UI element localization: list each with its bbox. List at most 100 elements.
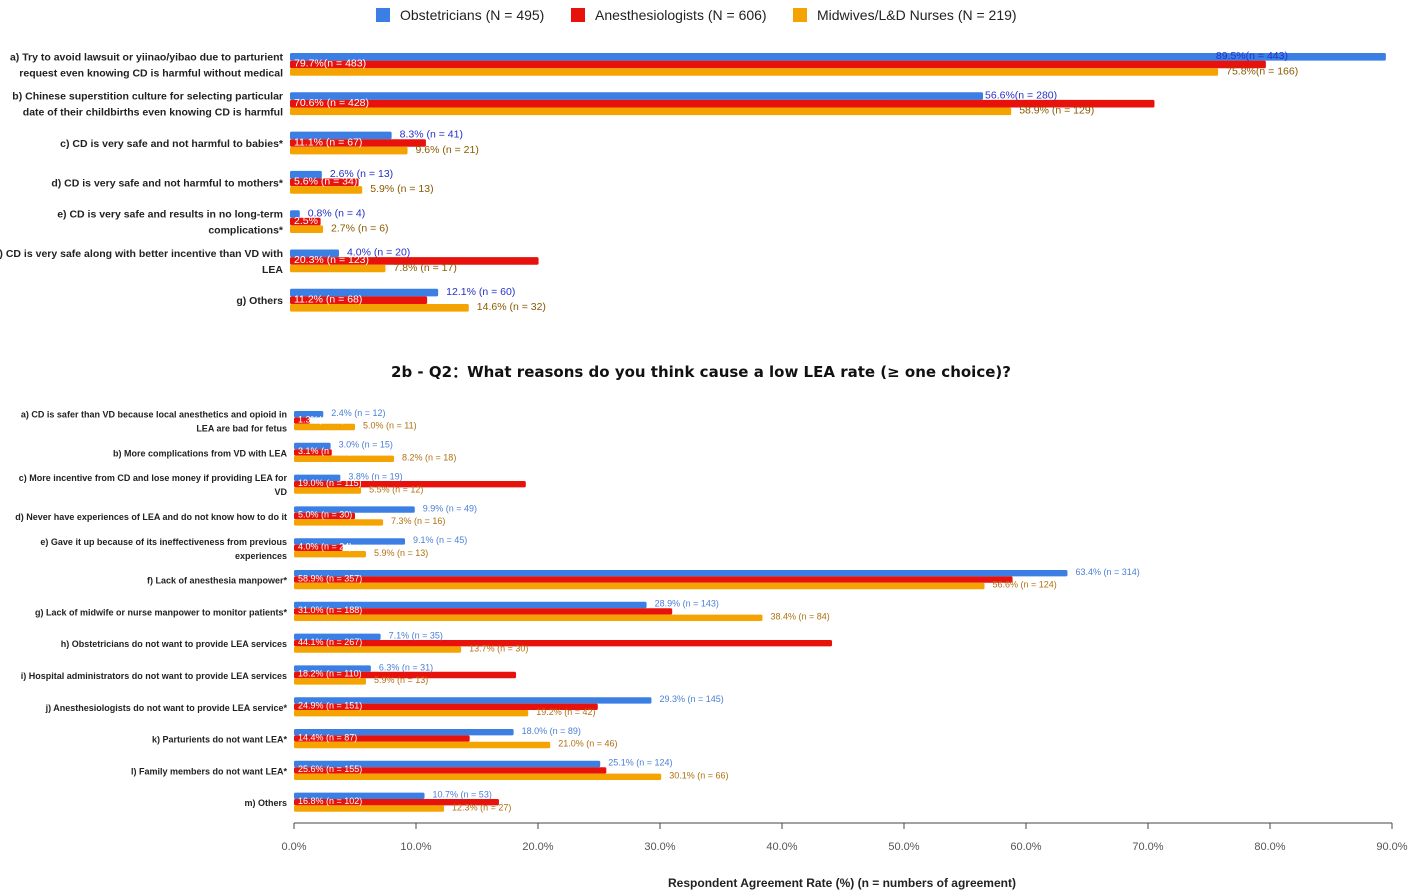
category-label: d) Never have experiences of LEA and do …: [15, 512, 287, 522]
category-label: c) More incentive from CD and lose money…: [19, 473, 288, 483]
chart-panel-2a: a) Try to avoid lawsuit or yiinao/yibao …: [0, 50, 1386, 313]
category-group: d) CD is very safe and not harmful to mo…: [51, 168, 433, 195]
bar-1: [294, 481, 526, 488]
x-tick-label: 10.0%: [400, 841, 431, 853]
x-tick-label: 80.0%: [1254, 841, 1285, 853]
x-axis: 0.0% 10.0% 20.0% 30.0% 40.0% 50.0% 60.0% 70.0% 8…: [281, 822, 1408, 853]
data-label-1: 18.2% (n = 110): [298, 669, 362, 679]
data-label-0: 25.1% (n = 124): [608, 758, 672, 768]
data-label-0: 9.1% (n = 45): [413, 535, 467, 545]
x-tick-label: 20.0%: [522, 841, 553, 853]
bar-0: [294, 570, 1068, 577]
data-label-2: 5.9% (n = 13): [374, 675, 428, 685]
category-label: f) Lack of anesthesia manpower*: [147, 576, 288, 586]
bar-1: [294, 703, 598, 710]
bar-0: [290, 288, 439, 297]
category-group: c) CD is very safe and not harmful to ba…: [60, 129, 479, 156]
data-label-1: 16.8% (n = 102): [298, 796, 362, 806]
data-label-0: 4.0% (n = 20): [347, 247, 410, 259]
bar-2: [294, 646, 462, 653]
bar-0: [294, 411, 324, 418]
bar-0: [294, 665, 371, 672]
data-label-2: 38.4% (n = 84): [770, 612, 829, 622]
bar-1: [290, 99, 1155, 108]
category-label: g) Others: [236, 295, 283, 307]
data-label-1: 5.6% (n = 34): [294, 176, 357, 188]
bar-1: [294, 640, 833, 647]
bar-0: [294, 633, 381, 640]
category-group: l) Family members do not want LEA* 25.1% …: [131, 758, 729, 781]
data-label-1: 5.0% (n = 30): [298, 510, 352, 520]
category-label: b) Chinese superstition culture for sele…: [12, 91, 283, 103]
bar-2: [290, 264, 386, 273]
category-label: VD: [274, 487, 287, 497]
bar-0: [294, 442, 331, 450]
bar-1: [294, 417, 310, 424]
category-group: b) More complications from VD with LEA 3.…: [113, 440, 456, 463]
legend-label-2: Midwives/L&D Nurses (N = 219): [817, 7, 1017, 23]
category-group: m) Others 10.7% (n = 53) 16.8% (n = 102) 12…: [244, 790, 511, 813]
category-label: h) Obstetricians do not want to provide …: [61, 639, 287, 649]
data-label-0: 89.5%(n = 443): [1216, 50, 1288, 62]
bar-1: [294, 767, 607, 774]
category-label: c) CD is very safe and not harmful to ba…: [60, 138, 284, 150]
bar-1: [290, 139, 426, 147]
data-label-2: 19.2% (n = 42): [536, 707, 595, 717]
category-label: d) CD is very safe and not harmful to mo…: [51, 177, 284, 189]
category-group: j) Anesthesiologists do not want to prov…: [45, 694, 724, 717]
data-label-1: 20.3% (n = 123): [294, 254, 369, 266]
bar-0: [294, 697, 652, 704]
data-label-1: 3.1% (n = 19): [298, 446, 352, 456]
category-group: h) Obstetricians do not want to provide …: [61, 631, 833, 653]
category-group: c) More incentive from CD and lose money…: [19, 472, 526, 497]
data-label-2: 5.9% (n = 13): [370, 183, 433, 195]
category-label: i) Hospital administrators do not want t…: [21, 671, 287, 681]
data-label-1: 1.3%(n = 8): [298, 414, 345, 424]
data-label-1: 11.2% (n = 68): [294, 294, 362, 306]
category-label: k) Parturients do not want LEA*: [152, 735, 288, 745]
category-label: b) More complications from VD with LEA: [113, 448, 288, 458]
bar-0: [290, 53, 1386, 61]
category-group: a) Try to avoid lawsuit or yiinao/yibao …: [10, 50, 1386, 79]
bar-1: [294, 512, 355, 520]
data-label-2: 12.3% (n = 27): [452, 802, 511, 812]
x-tick-label: 30.0%: [644, 841, 675, 853]
category-label: complications*: [208, 225, 284, 237]
data-label-0: 9.9% (n = 49): [423, 503, 477, 513]
data-label-2: 7.3% (n = 16): [391, 516, 445, 526]
data-label-0: 12.1% (n = 60): [446, 286, 515, 298]
data-label-0: 29.3% (n = 145): [659, 694, 723, 704]
category-group: k) Parturients do not want LEA* 18.0% (n …: [152, 726, 618, 749]
bar-2: [294, 741, 551, 749]
bar-0: [290, 92, 984, 100]
category-label: e) CD is very safe and results in no lon…: [57, 209, 283, 221]
category-group: i) Hospital administrators do not want t…: [21, 662, 517, 685]
bar-1: [290, 257, 539, 265]
data-label-1: 4.0% (n = 24): [298, 542, 352, 552]
data-label-0: 7.1% (n = 35): [389, 631, 443, 641]
bar-1: [290, 296, 428, 304]
legend-label-0: Obstetricians (N = 495): [400, 7, 544, 23]
legend-swatch-2: [793, 8, 807, 22]
category-label: j) Anesthesiologists do not want to prov…: [45, 703, 288, 713]
bar-1: [294, 671, 517, 679]
data-label-0: 56.6%(n = 280): [985, 89, 1057, 101]
category-label: a) Try to avoid lawsuit or yiinao/yibao …: [10, 51, 284, 63]
data-label-2: 21.0% (n = 46): [558, 739, 617, 749]
bar-2: [290, 68, 1219, 76]
bar-0: [294, 760, 601, 768]
data-label-1: 19.0% (n = 115): [298, 478, 362, 488]
data-label-1: 24.9% (n = 151): [298, 701, 362, 711]
bar-2: [294, 487, 362, 494]
category-label: LEA are bad for fetus: [196, 424, 287, 434]
x-tick-label: 90.0%: [1376, 841, 1407, 853]
category-label: l) Family members do not want LEA*: [131, 766, 288, 776]
bar-2: [294, 805, 445, 812]
x-axis-label: Respondent Agreement Rate (%) (n = numbe…: [668, 876, 1016, 890]
bar-2: [294, 614, 763, 621]
bar-2: [294, 519, 384, 526]
bar-1: [294, 449, 332, 456]
chart-panel-2b: a) CD is safer than VD because local ane…: [15, 408, 1139, 812]
category-label: a) CD is safer than VD because local ane…: [21, 410, 287, 420]
